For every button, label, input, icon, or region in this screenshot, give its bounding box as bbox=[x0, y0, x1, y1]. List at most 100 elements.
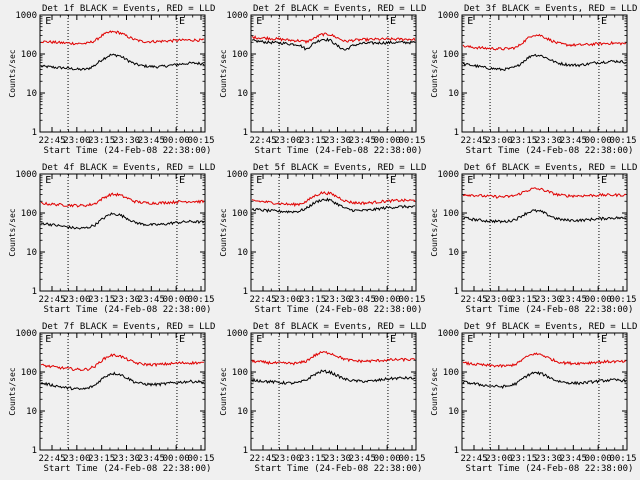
x-tick-label: 22:45 bbox=[460, 136, 487, 146]
x-tick-label: 23:00 bbox=[63, 454, 90, 464]
x-tick-label: 23:15 bbox=[88, 454, 115, 464]
y-axis-label: Counts/sec bbox=[430, 49, 439, 97]
events-series-line bbox=[251, 369, 415, 385]
y-tick-label: 100 bbox=[232, 209, 248, 219]
y-tick-label: 1000 bbox=[437, 11, 459, 21]
x-tick-label: 23:15 bbox=[299, 136, 326, 146]
x-tick-label: 00:00 bbox=[585, 136, 612, 146]
x-tick-label: 23:00 bbox=[63, 136, 90, 146]
x-tick-label: 00:15 bbox=[398, 295, 425, 305]
x-tick-label: 00:15 bbox=[609, 295, 636, 305]
x-tick-label: 23:45 bbox=[349, 136, 376, 146]
y-tick-label: 10 bbox=[26, 248, 37, 258]
x-tick-label: 00:15 bbox=[609, 454, 636, 464]
plot-frame bbox=[39, 14, 206, 133]
x-tick-label: 23:15 bbox=[88, 136, 115, 146]
x-tick-label: 22:45 bbox=[38, 454, 65, 464]
annotation-mark: E bbox=[601, 334, 607, 345]
y-tick-label: 1 bbox=[454, 128, 459, 138]
y-tick-label: 1 bbox=[32, 446, 37, 456]
lld-series-line bbox=[462, 33, 627, 51]
annotation-mark: E bbox=[179, 16, 185, 27]
y-tick-label: 100 bbox=[443, 368, 459, 378]
chart-panel-1: Det 1f BLACK = Events, RED = LLD 1 10 100 10… bbox=[8, 4, 215, 156]
annotation-mark: E bbox=[256, 16, 262, 27]
plot-frame bbox=[461, 332, 628, 451]
x-tick-label: 00:00 bbox=[374, 136, 401, 146]
annotation-mark: E bbox=[601, 16, 607, 27]
y-tick-label: 10 bbox=[26, 407, 37, 417]
chart-panel-6: Det 6f BLACK = Events, RED = LLD 1 10 100 10… bbox=[430, 163, 637, 315]
events-series-line bbox=[251, 37, 416, 51]
x-tick-label: 22:45 bbox=[460, 454, 487, 464]
annotation-mark: E bbox=[45, 16, 51, 27]
y-tick-label: 10 bbox=[237, 89, 248, 99]
x-tick-label: 23:45 bbox=[138, 136, 165, 146]
panels: Det 1f BLACK = Events, RED = LLD11010010… bbox=[8, 4, 637, 474]
y-tick-label: 1000 bbox=[226, 170, 248, 180]
y-tick-label: 1 bbox=[243, 128, 248, 138]
y-tick-label: 1000 bbox=[226, 11, 248, 21]
x-tick-label: 23:15 bbox=[510, 454, 537, 464]
y-axis-label: Counts/sec bbox=[219, 367, 228, 415]
x-tick-label: 00:15 bbox=[187, 295, 214, 305]
chart-panel-2: Det 2f BLACK = Events, RED = LLD 1 10 100 10… bbox=[219, 4, 426, 156]
events-series-line bbox=[462, 53, 627, 72]
y-axis-label: Counts/sec bbox=[430, 208, 439, 256]
x-tick-label: 23:45 bbox=[560, 295, 587, 305]
x-tick-label: 00:15 bbox=[187, 454, 214, 464]
annotation-mark: E bbox=[390, 16, 396, 27]
y-tick-label: 1 bbox=[454, 287, 459, 297]
x-axis-label: Start Time (24-Feb-08 22:38:00) bbox=[466, 305, 634, 315]
y-tick-label: 1000 bbox=[226, 329, 248, 339]
y-tick-label: 1000 bbox=[437, 329, 459, 339]
lld-series-line bbox=[251, 190, 416, 208]
x-axis-label: Start Time (24-Feb-08 22:38:00) bbox=[44, 146, 212, 156]
x-tick-label: 23:30 bbox=[324, 136, 351, 146]
annotation-mark: E bbox=[256, 175, 262, 186]
chart-panel-4: Det 4f BLACK = Events, RED = LLD 1 10 100 10… bbox=[8, 163, 215, 315]
chart-title: Det 3f BLACK = Events, RED = LLD bbox=[464, 4, 637, 14]
chart-panel-3: Det 3f BLACK = Events, RED = LLD 1 10 100 10… bbox=[430, 4, 637, 156]
x-tick-label: 23:45 bbox=[349, 454, 376, 464]
x-tick-label: 23:30 bbox=[324, 295, 351, 305]
y-tick-label: 10 bbox=[237, 248, 248, 258]
x-tick-label: 00:00 bbox=[163, 295, 190, 305]
annotation-mark: E bbox=[179, 334, 185, 345]
x-axis-label: Start Time (24-Feb-08 22:38:00) bbox=[255, 464, 423, 474]
lld-series-line bbox=[40, 353, 205, 372]
x-tick-label: 23:45 bbox=[138, 295, 165, 305]
y-tick-label: 10 bbox=[237, 407, 248, 417]
y-axis-label: Counts/sec bbox=[8, 49, 17, 97]
x-tick-label: 22:45 bbox=[38, 136, 65, 146]
x-tick-label: 23:15 bbox=[510, 136, 537, 146]
y-tick-label: 1000 bbox=[437, 170, 459, 180]
y-axis-label: Counts/sec bbox=[219, 208, 228, 256]
events-series-line bbox=[40, 371, 205, 391]
y-tick-label: 10 bbox=[448, 407, 459, 417]
x-axis-label: Start Time (24-Feb-08 22:38:00) bbox=[44, 305, 212, 315]
annotation-mark: E bbox=[467, 175, 473, 186]
chart-title: Det 8f BLACK = Events, RED = LLD bbox=[253, 322, 426, 332]
x-axis-label: Start Time (24-Feb-08 22:38:00) bbox=[44, 464, 212, 474]
y-tick-label: 1000 bbox=[15, 170, 37, 180]
x-axis-label: Start Time (24-Feb-08 22:38:00) bbox=[466, 146, 634, 156]
plot-frame bbox=[250, 332, 417, 451]
lld-series-line bbox=[462, 187, 627, 199]
y-axis-label: Counts/sec bbox=[8, 367, 17, 415]
x-tick-label: 23:30 bbox=[113, 295, 140, 305]
x-axis-label: Start Time (24-Feb-08 22:38:00) bbox=[255, 146, 423, 156]
annotation-mark: E bbox=[45, 334, 51, 345]
y-tick-label: 10 bbox=[26, 89, 37, 99]
lld-series-line bbox=[41, 30, 205, 46]
chart-title: Det 2f BLACK = Events, RED = LLD bbox=[253, 4, 426, 14]
y-tick-label: 1 bbox=[243, 287, 248, 297]
chart-panel-9: Det 9f BLACK = Events, RED = LLD 1 10 100 10… bbox=[430, 322, 637, 474]
annotation-mark: E bbox=[390, 334, 396, 345]
x-tick-label: 00:00 bbox=[374, 454, 401, 464]
x-tick-label: 23:15 bbox=[299, 454, 326, 464]
x-tick-label: 22:45 bbox=[249, 136, 276, 146]
x-tick-label: 23:00 bbox=[485, 454, 512, 464]
lld-series-line bbox=[251, 350, 416, 366]
